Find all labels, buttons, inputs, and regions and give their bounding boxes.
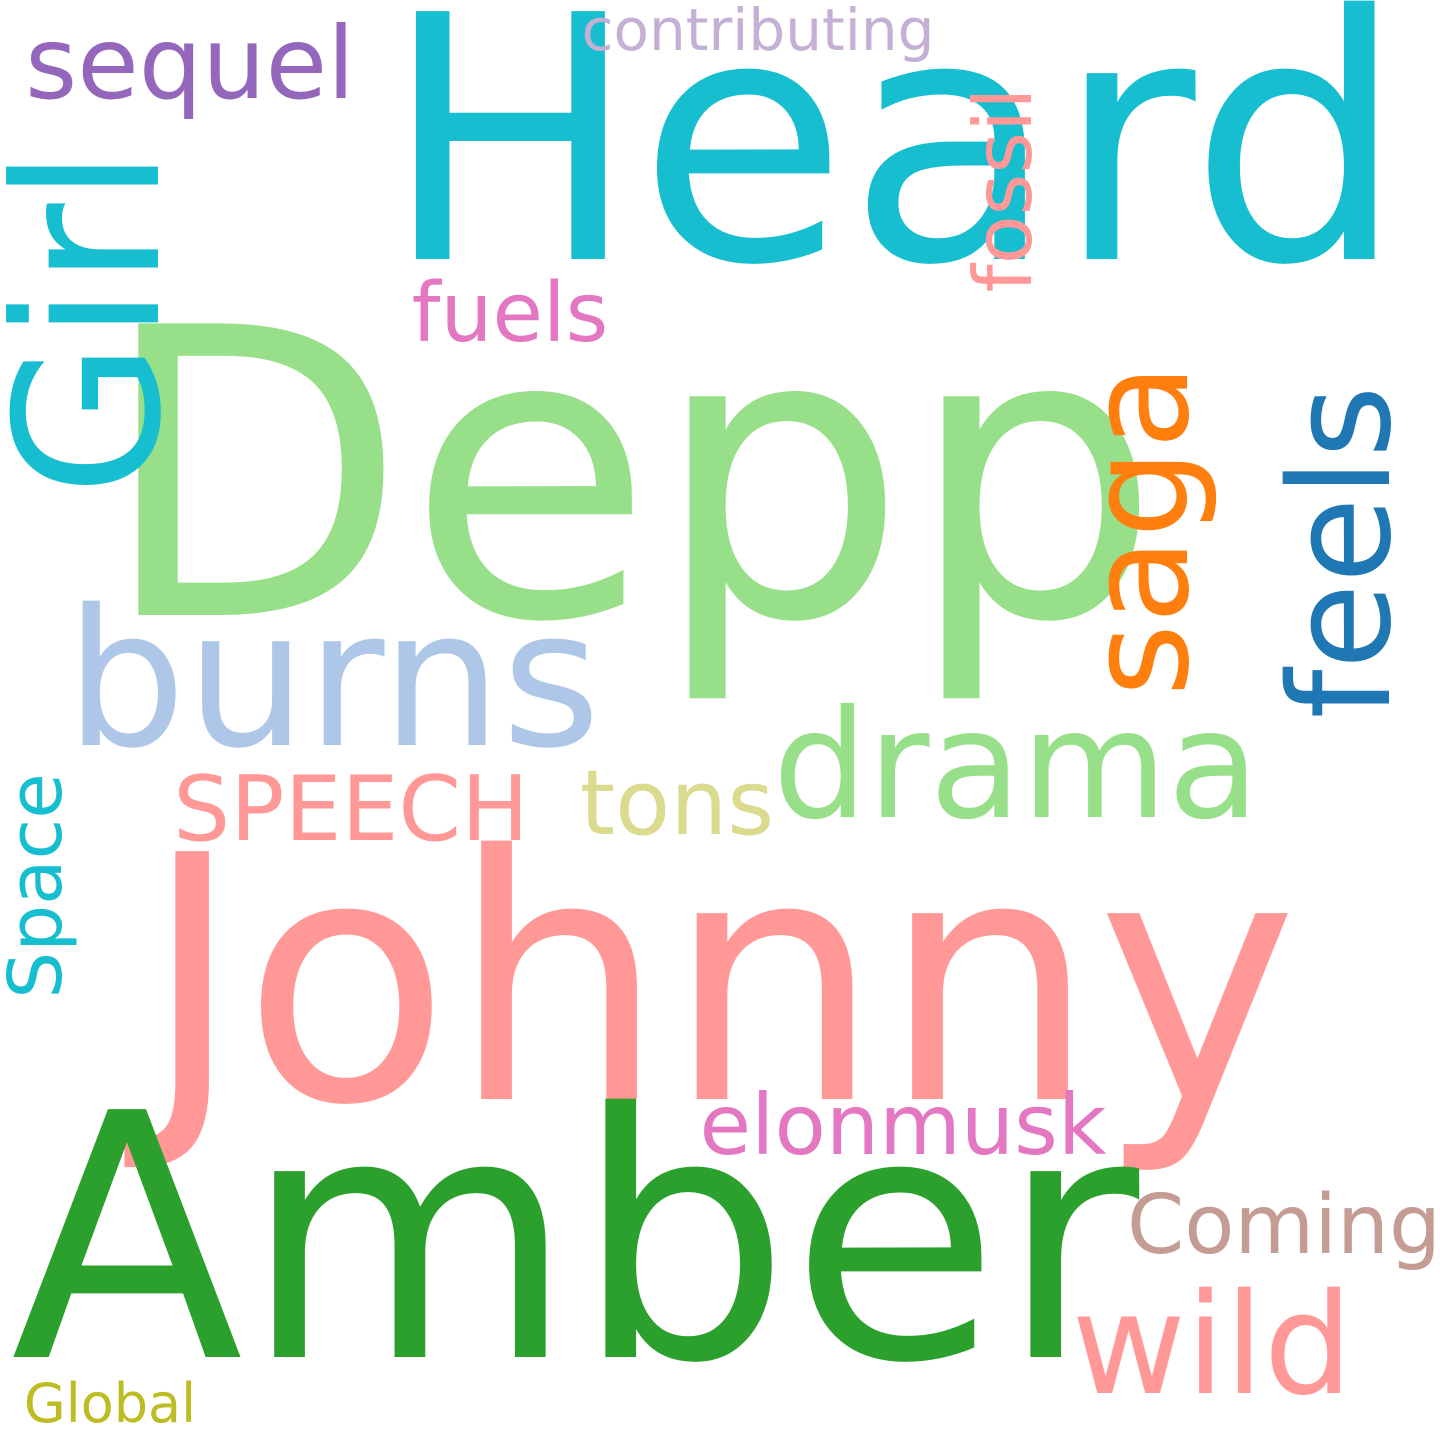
- word-contributing: contributing: [582, 1, 935, 59]
- word-fuels: fuels: [412, 273, 609, 355]
- word-girl: Girl: [0, 148, 190, 496]
- word-wild: wild: [1071, 1276, 1352, 1416]
- word-feels: feels: [1272, 385, 1412, 718]
- word-elonmusk: elonmusk: [699, 1083, 1106, 1167]
- word-drama: drama: [773, 691, 1260, 841]
- word-coming: Coming: [1127, 1185, 1440, 1267]
- word-space: Space: [0, 773, 73, 999]
- word-saga: saga: [1070, 363, 1210, 696]
- word-tons: tons: [580, 759, 774, 849]
- word-global: Global: [24, 1377, 196, 1431]
- word-burns: burns: [65, 585, 600, 775]
- word-speech: SPEECH: [173, 765, 529, 855]
- word-sequel: sequel: [25, 14, 355, 114]
- word-fossil: fossil: [964, 88, 1044, 293]
